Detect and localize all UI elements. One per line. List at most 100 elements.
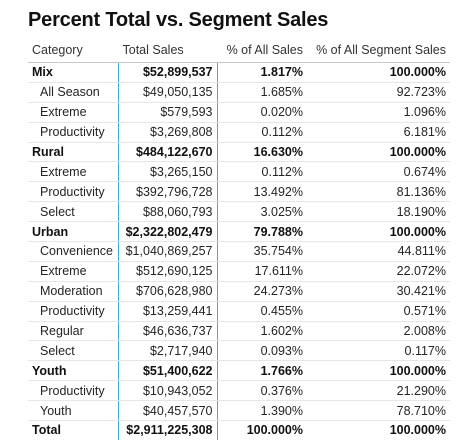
pct-segment-sales-cell: 78.710% bbox=[307, 400, 450, 422]
category-cell: Select bbox=[28, 340, 118, 362]
pct-segment-sales-cell: 0.117% bbox=[307, 340, 450, 362]
group-row[interactable]: Rural $484,122,670 16.630% 100.000% bbox=[28, 142, 450, 163]
pct-segment-sales-cell: 0.571% bbox=[307, 301, 450, 322]
table-row[interactable]: Productivity $3,269,808 0.112% 6.181% bbox=[28, 122, 450, 143]
table-row[interactable]: Productivity $392,796,728 13.492% 81.136% bbox=[28, 181, 450, 203]
total-sales-cell: $2,911,225,308 bbox=[117, 420, 218, 440]
pct-segment-sales-cell: 44.811% bbox=[307, 241, 450, 262]
category-cell: Youth bbox=[28, 360, 118, 382]
pct-all-sales-cell: 1.766% bbox=[217, 360, 307, 382]
header-row: Category Total Sales % of All Sales % of… bbox=[28, 38, 450, 63]
pct-segment-sales-cell: 18.190% bbox=[307, 201, 450, 223]
column-header-category[interactable]: Category bbox=[28, 38, 118, 63]
total-sales-cell: $3,265,150 bbox=[117, 161, 218, 183]
total-sales-cell: $706,628,980 bbox=[117, 281, 218, 302]
total-sales-cell: $10,943,052 bbox=[117, 380, 218, 402]
pct-all-sales-cell: 0.376% bbox=[217, 380, 307, 402]
pct-all-sales-cell: 24.273% bbox=[217, 281, 307, 302]
table-row[interactable]: Convenience $1,040,869,257 35.754% 44.811% bbox=[28, 241, 450, 262]
pct-segment-sales-cell: 0.674% bbox=[307, 161, 450, 183]
pct-all-sales-cell: 13.492% bbox=[217, 181, 307, 203]
total-sales-cell: $40,457,570 bbox=[117, 400, 218, 422]
pct-segment-sales-cell: 100.000% bbox=[307, 360, 450, 382]
pct-segment-sales-cell: 2.008% bbox=[307, 321, 450, 342]
pct-all-sales-cell: 0.112% bbox=[217, 161, 307, 183]
pct-all-sales-cell: 0.455% bbox=[217, 301, 307, 322]
total-sales-cell: $51,400,622 bbox=[117, 360, 218, 382]
pct-segment-sales-cell: 1.096% bbox=[307, 102, 450, 123]
total-sales-cell: $88,060,793 bbox=[117, 201, 218, 223]
grand-total-row[interactable]: Total $2,911,225,308 100.000% 100.000% bbox=[28, 420, 450, 440]
table-row[interactable]: Regular $46,636,737 1.602% 2.008% bbox=[28, 321, 450, 342]
category-cell: All Season bbox=[28, 82, 118, 103]
pct-segment-sales-cell: 6.181% bbox=[307, 122, 450, 143]
sales-matrix-table: Category Total Sales % of All Sales % of… bbox=[28, 38, 450, 440]
category-cell: Productivity bbox=[28, 122, 118, 143]
total-sales-cell: $2,717,940 bbox=[117, 340, 218, 362]
pct-all-sales-cell: 17.611% bbox=[217, 261, 307, 282]
table-row[interactable]: Productivity $13,259,441 0.455% 0.571% bbox=[28, 301, 450, 322]
category-cell: Moderation bbox=[28, 281, 118, 302]
pct-segment-sales-cell: 21.290% bbox=[307, 380, 450, 402]
table-row[interactable]: Select $88,060,793 3.025% 18.190% bbox=[28, 201, 450, 223]
pct-segment-sales-cell: 100.000% bbox=[307, 221, 450, 243]
pct-all-sales-cell: 1.602% bbox=[217, 321, 307, 342]
category-cell: Regular bbox=[28, 321, 118, 342]
total-sales-cell: $1,040,869,257 bbox=[117, 241, 218, 262]
pct-all-sales-cell: 3.025% bbox=[217, 201, 307, 223]
category-cell: Extreme bbox=[28, 102, 118, 123]
category-cell: Urban bbox=[28, 221, 118, 243]
pct-all-sales-cell: 0.020% bbox=[217, 102, 307, 123]
pct-all-sales-cell: 16.630% bbox=[217, 142, 307, 163]
group-row[interactable]: Youth $51,400,622 1.766% 100.000% bbox=[28, 360, 450, 382]
total-sales-cell: $52,899,537 bbox=[117, 62, 218, 83]
category-cell: Convenience bbox=[28, 241, 118, 262]
total-sales-cell: $484,122,670 bbox=[117, 142, 218, 163]
pct-all-sales-cell: 0.093% bbox=[217, 340, 307, 362]
table-row[interactable]: Extreme $3,265,150 0.112% 0.674% bbox=[28, 161, 450, 183]
table-row[interactable]: Extreme $512,690,125 17.611% 22.072% bbox=[28, 261, 450, 282]
table-row[interactable]: All Season $49,050,135 1.685% 92.723% bbox=[28, 82, 450, 103]
category-cell: Select bbox=[28, 201, 118, 223]
pct-segment-sales-cell: 100.000% bbox=[307, 420, 450, 440]
pct-all-sales-cell: 35.754% bbox=[217, 241, 307, 262]
table-row[interactable]: Extreme $579,593 0.020% 1.096% bbox=[28, 102, 450, 123]
column-header-pct-segment-sales[interactable]: % of All Segment Sales bbox=[307, 38, 450, 63]
category-cell: Productivity bbox=[28, 380, 118, 402]
category-cell: Productivity bbox=[28, 301, 118, 322]
pct-segment-sales-cell: 100.000% bbox=[307, 62, 450, 83]
pct-all-sales-cell: 1.685% bbox=[217, 82, 307, 103]
total-sales-cell: $2,322,802,479 bbox=[117, 221, 218, 243]
group-row[interactable]: Urban $2,322,802,479 79.788% 100.000% bbox=[28, 221, 450, 243]
pct-all-sales-cell: 100.000% bbox=[217, 420, 307, 440]
total-sales-cell: $579,593 bbox=[117, 102, 218, 123]
column-header-pct-all-sales[interactable]: % of All Sales bbox=[217, 38, 307, 63]
total-sales-cell: $3,269,808 bbox=[117, 122, 218, 143]
pct-all-sales-cell: 79.788% bbox=[217, 221, 307, 243]
table-row[interactable]: Youth $40,457,570 1.390% 78.710% bbox=[28, 400, 450, 422]
pct-all-sales-cell: 1.817% bbox=[217, 62, 307, 83]
pct-segment-sales-cell: 81.136% bbox=[307, 181, 450, 203]
total-sales-cell: $13,259,441 bbox=[117, 301, 218, 322]
table-row[interactable]: Productivity $10,943,052 0.376% 21.290% bbox=[28, 380, 450, 402]
category-cell: Youth bbox=[28, 400, 118, 422]
matrix-body: Mix $52,899,537 1.817% 100.000% All Season $4… bbox=[28, 62, 450, 440]
table-row[interactable]: Moderation $706,628,980 24.273% 30.421% bbox=[28, 281, 450, 302]
visual-title: Percent Total vs. Segment Sales bbox=[28, 9, 329, 31]
pct-segment-sales-cell: 30.421% bbox=[307, 281, 450, 302]
category-cell: Rural bbox=[28, 142, 118, 163]
pct-all-sales-cell: 0.112% bbox=[217, 122, 307, 143]
table-row[interactable]: Select $2,717,940 0.093% 0.117% bbox=[28, 340, 450, 362]
category-cell: Extreme bbox=[28, 261, 118, 282]
pct-segment-sales-cell: 92.723% bbox=[307, 82, 450, 103]
pct-segment-sales-cell: 100.000% bbox=[307, 142, 450, 163]
pct-segment-sales-cell: 22.072% bbox=[307, 261, 450, 282]
column-header-total-sales[interactable]: Total Sales bbox=[118, 38, 217, 63]
total-sales-cell: $392,796,728 bbox=[117, 181, 218, 203]
category-cell: Total bbox=[28, 420, 118, 440]
group-row[interactable]: Mix $52,899,537 1.817% 100.000% bbox=[28, 62, 450, 83]
total-sales-cell: $512,690,125 bbox=[117, 261, 218, 282]
category-cell: Mix bbox=[28, 62, 118, 83]
total-sales-cell: $46,636,737 bbox=[117, 321, 218, 342]
